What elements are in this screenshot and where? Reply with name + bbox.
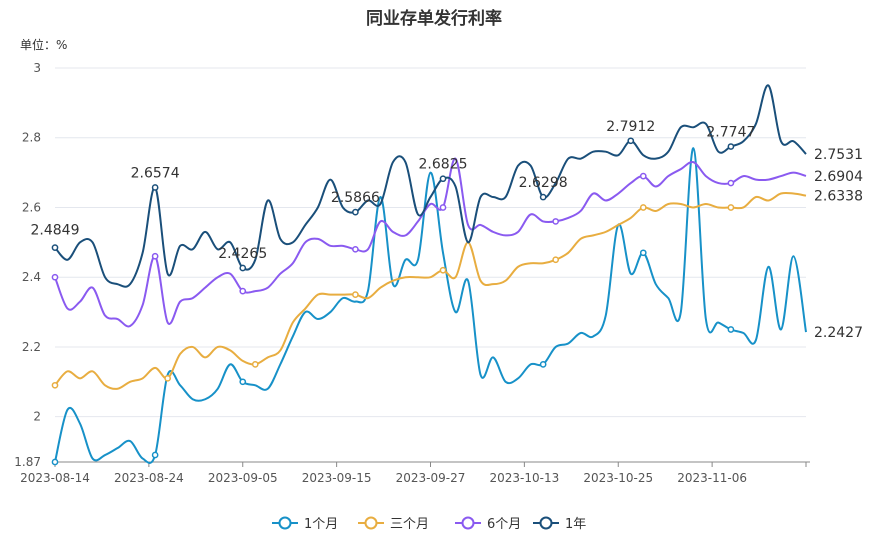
data-point-marker bbox=[439, 266, 447, 274]
series-line-2 bbox=[54, 157, 807, 328]
y-tick-label: 2 bbox=[33, 410, 41, 424]
x-tick-label: 2023-11-06 bbox=[677, 471, 747, 485]
data-point-marker bbox=[151, 252, 159, 260]
data-point-marker bbox=[352, 291, 359, 298]
data-point-marker bbox=[727, 179, 735, 187]
series-line-1 bbox=[54, 191, 807, 390]
data-label: 2.6298 bbox=[519, 175, 568, 191]
data-point-marker bbox=[539, 193, 547, 201]
data-point-marker bbox=[727, 204, 735, 211]
legend-label: 6个月 bbox=[487, 517, 521, 532]
x-tick-label: 2023-09-15 bbox=[302, 471, 372, 485]
data-point-marker bbox=[51, 273, 59, 281]
data-point-marker bbox=[639, 249, 647, 257]
legend-label: 1个月 bbox=[304, 517, 338, 532]
y-tick-label: 2.6 bbox=[22, 200, 41, 214]
data-point-marker bbox=[51, 244, 59, 251]
x-tick-label: 2023-10-25 bbox=[583, 471, 653, 485]
data-point-marker bbox=[164, 374, 171, 382]
legend-item-3[interactable]: 1年 bbox=[533, 516, 586, 532]
data-point-marker bbox=[151, 184, 159, 191]
legend-marker bbox=[539, 516, 553, 530]
legend-item-0[interactable]: 1个月 bbox=[272, 516, 338, 532]
y-tick-label: 1.87 bbox=[14, 455, 41, 469]
grid bbox=[55, 67, 806, 463]
y-axis: 1.87 2 2.2 2.4 2.6 2.8 3 bbox=[14, 61, 41, 469]
data-label: 2.6574 bbox=[131, 165, 180, 181]
data-point-marker bbox=[539, 361, 547, 368]
y-tick-label: 3 bbox=[33, 61, 41, 75]
data-label: 2.7531 bbox=[814, 147, 863, 163]
annotations: 2.2427 2.6338 2.6904 2.4849 2.6574 2.4265 2.58… bbox=[31, 119, 864, 341]
data-point-marker bbox=[552, 218, 560, 225]
x-tick-label: 2023-08-24 bbox=[114, 471, 184, 485]
x-tick-label: 2023-09-05 bbox=[208, 471, 278, 485]
data-label: 2.7747 bbox=[706, 125, 755, 141]
data-label: 2.4849 bbox=[31, 223, 80, 239]
data-point-marker bbox=[727, 143, 735, 150]
data-label: 2.6338 bbox=[814, 189, 863, 205]
data-label: 2.6825 bbox=[419, 157, 468, 173]
legend-marker bbox=[461, 516, 475, 530]
data-label: 2.4265 bbox=[218, 246, 267, 262]
x-tick-label: 2023-09-27 bbox=[396, 471, 466, 485]
data-point-marker bbox=[251, 361, 259, 368]
data-point-marker bbox=[639, 204, 647, 211]
legend[interactable]: 1个月 三个月 6个月 1年 bbox=[272, 516, 586, 532]
x-axis: 2023-08-14 2023-08-24 2023-09-05 2023-09-15… bbox=[20, 461, 810, 485]
x-tick-label: 2023-10-13 bbox=[490, 471, 560, 485]
data-point-marker bbox=[239, 378, 247, 386]
series-line-0 bbox=[54, 147, 807, 464]
data-point-marker bbox=[239, 287, 247, 295]
data-label: 2.5866 bbox=[331, 190, 380, 206]
data-point-marker bbox=[51, 458, 59, 466]
series-line-3 bbox=[54, 84, 807, 288]
unit-label: 单位：% bbox=[20, 37, 67, 52]
series-group bbox=[51, 84, 807, 466]
data-label: 2.2427 bbox=[814, 325, 863, 341]
x-tick-label: 2023-08-14 bbox=[20, 471, 90, 485]
legend-label: 三个月 bbox=[390, 517, 429, 532]
data-point-marker bbox=[439, 204, 447, 211]
legend-item-2[interactable]: 6个月 bbox=[455, 516, 521, 532]
data-point-marker bbox=[627, 137, 635, 145]
y-tick-label: 2.2 bbox=[22, 340, 41, 354]
data-point-marker bbox=[727, 326, 735, 333]
legend-marker bbox=[278, 516, 292, 530]
data-point-marker bbox=[352, 208, 359, 216]
data-point-marker bbox=[151, 451, 159, 459]
data-point-marker bbox=[639, 172, 647, 180]
data-label: 2.6904 bbox=[814, 169, 863, 185]
data-point-marker bbox=[352, 245, 359, 253]
legend-marker bbox=[364, 516, 378, 530]
y-tick-label: 2.8 bbox=[22, 131, 41, 145]
y-tick-label: 2.4 bbox=[22, 270, 41, 284]
legend-label: 1年 bbox=[565, 517, 586, 532]
data-point-marker bbox=[439, 175, 447, 183]
data-point-marker bbox=[239, 264, 247, 272]
legend-item-1[interactable]: 三个月 bbox=[358, 516, 429, 532]
data-label: 2.7912 bbox=[606, 119, 655, 135]
chart-title: 同业存单发行利率 bbox=[366, 8, 502, 29]
data-point-marker bbox=[552, 256, 560, 264]
data-point-marker bbox=[51, 381, 59, 389]
